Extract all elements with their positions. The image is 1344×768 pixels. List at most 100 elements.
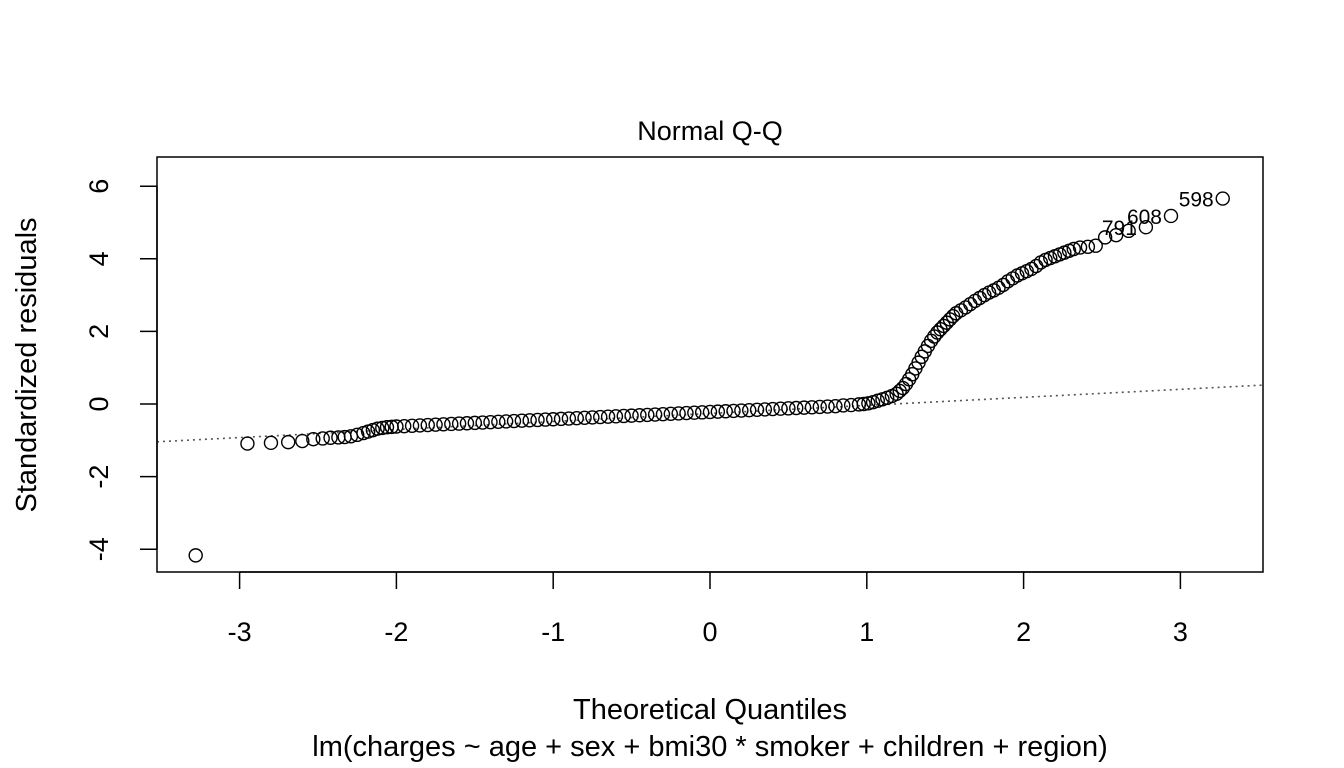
x-tick-label: 2 <box>1016 617 1031 647</box>
x-tick-label: 1 <box>859 617 874 647</box>
data-point <box>412 418 428 433</box>
data-point <box>375 420 390 436</box>
data-point <box>972 290 987 306</box>
data-point <box>1163 208 1179 224</box>
data-point <box>804 400 820 415</box>
data-point <box>757 402 773 417</box>
data-point <box>585 410 600 425</box>
data-point <box>561 411 577 426</box>
y-tick-label: 0 <box>84 396 114 411</box>
data-point <box>459 416 475 431</box>
data-point <box>726 403 741 419</box>
data-point <box>773 401 788 416</box>
data-point <box>306 432 321 447</box>
data-point <box>522 413 537 428</box>
data-point <box>1108 228 1124 243</box>
data-point <box>655 406 671 422</box>
data-point <box>820 399 835 414</box>
data-point <box>569 410 584 426</box>
y-tick-label: -4 <box>84 537 114 561</box>
data-point <box>1072 240 1088 255</box>
point-label-791: 791 <box>1102 217 1137 240</box>
plot-frame <box>156 156 1264 573</box>
data-point <box>958 300 973 315</box>
data-point <box>624 408 639 423</box>
data-point <box>546 412 561 427</box>
chart-title: Normal Q-Q <box>637 116 783 146</box>
data-point <box>671 406 686 421</box>
data-point <box>350 427 365 443</box>
x-tick-label: 3 <box>1173 617 1188 647</box>
data-point <box>856 396 871 412</box>
data-point <box>796 400 812 415</box>
data-point <box>483 414 498 430</box>
y-tick-label: 2 <box>84 324 114 339</box>
data-point <box>963 296 978 312</box>
point-label-598: 598 <box>1179 189 1214 212</box>
data-point <box>188 548 203 563</box>
data-point <box>663 406 678 422</box>
y-tick-label: -2 <box>84 465 114 489</box>
data-point <box>647 407 663 422</box>
reference-line <box>156 384 1264 443</box>
data-point <box>420 417 435 433</box>
data-point <box>428 417 443 432</box>
data-point <box>281 434 296 450</box>
data-point <box>491 414 506 429</box>
data-point <box>240 436 255 451</box>
data-point <box>851 397 867 412</box>
point-label-608: 608 <box>1127 206 1162 229</box>
data-point <box>828 398 843 414</box>
data-point <box>404 418 420 433</box>
data-point <box>553 411 569 427</box>
data-point <box>734 403 749 418</box>
data-point <box>506 413 522 429</box>
data-point <box>323 430 338 445</box>
data-point <box>397 418 412 434</box>
data-point <box>632 408 647 423</box>
data-point <box>742 402 757 418</box>
y-axis-label: Standardized residuals <box>11 217 43 512</box>
y-tick-label: 6 <box>84 179 114 194</box>
x-tick-label: -2 <box>384 617 408 647</box>
data-point <box>498 414 514 429</box>
data-point <box>475 415 490 430</box>
x-tick-label: -1 <box>541 617 565 647</box>
data-point <box>608 409 624 424</box>
data-point <box>530 412 545 428</box>
data-point <box>577 410 592 425</box>
data-point <box>370 421 385 436</box>
data-point <box>749 402 765 418</box>
data-point <box>687 405 702 420</box>
x-axis-label: Theoretical Quantiles <box>573 694 847 726</box>
data-point <box>389 419 404 434</box>
data-point <box>538 412 553 427</box>
data-point <box>593 409 608 425</box>
data-point <box>710 404 726 419</box>
data-point <box>1215 191 1230 206</box>
x-tick-label: 0 <box>702 617 717 647</box>
data-point <box>718 404 733 419</box>
data-point <box>514 413 530 428</box>
y-tick-label: 4 <box>84 251 114 266</box>
data-point <box>1088 238 1103 253</box>
data-point <box>765 401 780 417</box>
data-point <box>679 405 694 421</box>
x-tick-label: -3 <box>228 617 252 647</box>
chart-subtitle: lm(charges ~ age + sex + bmi30 * smoker … <box>312 731 1107 763</box>
data-point <box>967 293 983 309</box>
data-point <box>315 431 330 446</box>
data-point <box>444 416 459 432</box>
data-point <box>1138 220 1154 235</box>
data-point <box>1066 241 1081 257</box>
data-point <box>836 398 851 413</box>
data-point <box>812 399 827 415</box>
data-point <box>451 416 467 431</box>
data-point <box>600 409 616 424</box>
data-point <box>467 415 482 431</box>
data-point <box>263 435 279 451</box>
data-point <box>295 433 310 449</box>
data-point <box>379 420 395 435</box>
data-point <box>694 405 710 420</box>
